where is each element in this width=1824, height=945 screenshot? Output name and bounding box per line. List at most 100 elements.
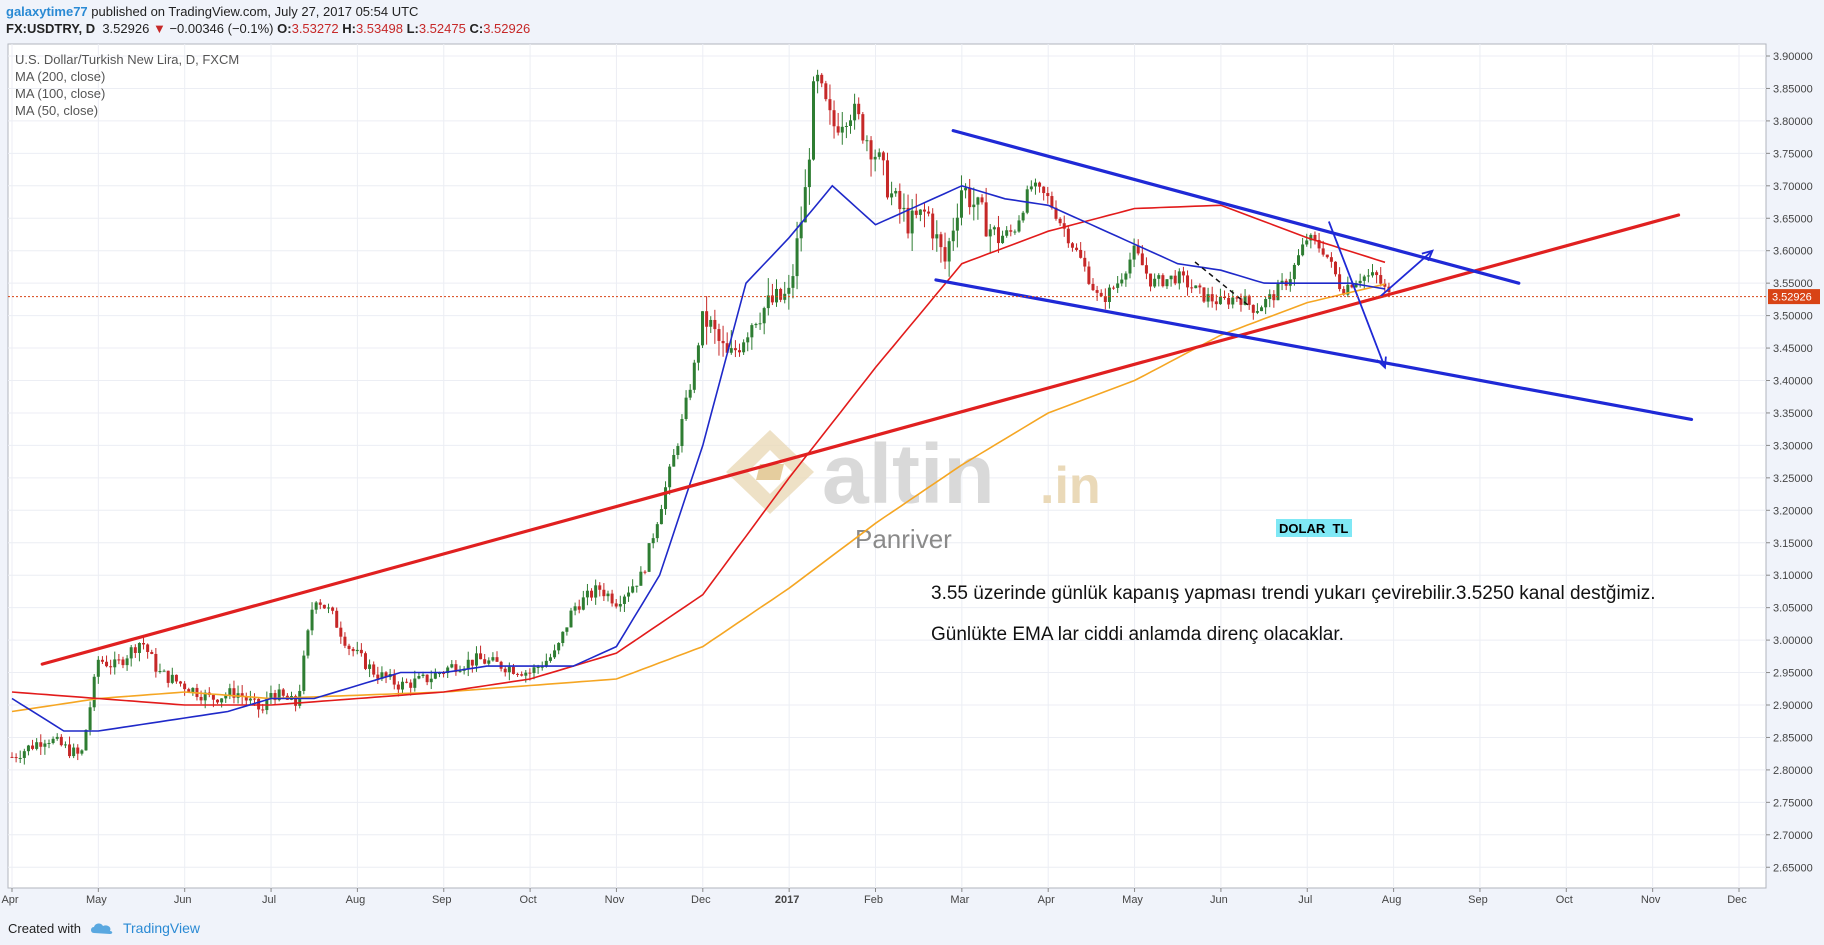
candle-body xyxy=(314,602,318,610)
candle-body xyxy=(1247,295,1251,305)
x-tick-label: Feb xyxy=(864,894,883,906)
candle-body xyxy=(1181,271,1185,276)
trendline-channel-lower[interactable] xyxy=(934,278,1694,422)
x-tick-label: May xyxy=(86,894,107,906)
candle-body xyxy=(376,674,380,679)
x-tick-label: Sep xyxy=(432,894,452,906)
dolar-tl-box xyxy=(1276,519,1352,537)
candle-body xyxy=(166,670,170,683)
candle-body xyxy=(1276,283,1280,301)
open-label: O: xyxy=(277,21,292,36)
candle-body xyxy=(516,673,520,675)
candle-body xyxy=(1342,289,1346,295)
tradingview-brand[interactable]: TradingView xyxy=(122,920,201,936)
candle-body xyxy=(331,607,335,611)
y-tick-label: 2.80000 xyxy=(1773,765,1813,777)
candle-body xyxy=(1280,280,1284,284)
low-label: L: xyxy=(406,21,419,36)
candle-body xyxy=(1107,287,1111,302)
candle-body xyxy=(676,446,680,455)
candle-body xyxy=(26,745,30,752)
candle-body xyxy=(187,689,191,693)
candle-body xyxy=(1362,276,1366,281)
candle-body xyxy=(162,670,166,672)
candle-body xyxy=(100,659,104,662)
candle-body xyxy=(548,657,552,661)
candle-body xyxy=(713,319,717,330)
y-tick-label: 2.65000 xyxy=(1773,862,1813,874)
candle-body xyxy=(577,606,581,610)
candle-body xyxy=(310,609,314,631)
candle-body xyxy=(35,742,39,749)
x-tick-label: Jun xyxy=(174,894,192,906)
candle-body xyxy=(890,193,894,198)
candle-body xyxy=(696,345,700,363)
candle-body xyxy=(59,736,63,746)
candle-body xyxy=(1054,207,1058,219)
candle-body xyxy=(1227,297,1231,305)
candle-body xyxy=(499,661,503,669)
candle-body xyxy=(746,337,750,343)
candle-body xyxy=(721,340,725,344)
author-link[interactable]: galaxytime77 xyxy=(6,4,88,19)
candle-body xyxy=(170,674,174,683)
candle-body xyxy=(618,603,622,607)
candle-body xyxy=(39,742,43,747)
down-arrow-icon: ▼ xyxy=(152,21,166,36)
x-tick-label: Jul xyxy=(262,894,276,906)
candle-body xyxy=(972,204,976,208)
candle-body xyxy=(84,729,88,751)
candle-body xyxy=(1066,228,1070,244)
candle-body xyxy=(992,227,996,230)
candle-body xyxy=(1202,287,1206,302)
candle-body xyxy=(47,743,51,745)
candle-body xyxy=(409,682,413,688)
candle-body xyxy=(417,676,421,679)
candle-body xyxy=(51,738,55,744)
candle-body xyxy=(1165,279,1169,287)
candle-body xyxy=(18,757,22,759)
candle-body xyxy=(1132,245,1136,260)
candle-body xyxy=(869,140,873,160)
y-tick-label: 3.50000 xyxy=(1773,311,1813,323)
candle-body xyxy=(1375,272,1379,276)
watermark-sub: Panriver xyxy=(855,524,952,554)
candle-body xyxy=(799,222,803,239)
candle-body xyxy=(425,674,429,683)
candle-body xyxy=(848,120,852,126)
candle-body xyxy=(281,689,285,696)
arrow-shaft xyxy=(1380,250,1434,297)
y-tick-label: 2.90000 xyxy=(1773,700,1813,712)
candle-body xyxy=(824,83,828,100)
candle-body xyxy=(532,667,536,674)
candle-body xyxy=(1058,218,1062,224)
candle-body xyxy=(392,674,396,685)
candle-body xyxy=(179,681,183,684)
candle-body xyxy=(935,234,939,239)
candle-body xyxy=(692,362,696,390)
x-tick-label: Sep xyxy=(1468,894,1488,906)
candle-body xyxy=(1112,287,1116,289)
candle-body xyxy=(446,667,450,674)
candle-body xyxy=(688,389,692,398)
candle-body xyxy=(766,295,770,309)
candle-body xyxy=(622,596,626,604)
legend-ma100: MA (100, close) xyxy=(15,86,105,101)
candle-body xyxy=(639,571,643,586)
y-axis: 3.90000 3.85000 3.80000 3.75000 3.70000 3.650… xyxy=(1766,51,1813,874)
candle-body xyxy=(914,210,918,215)
candle-body xyxy=(129,647,133,659)
candle-body xyxy=(1149,273,1153,287)
candle-body xyxy=(1255,311,1259,313)
candle-body xyxy=(943,247,947,262)
candle-body xyxy=(211,694,215,700)
candle-body xyxy=(717,329,721,341)
candle-body xyxy=(405,681,409,683)
candle-body xyxy=(1042,186,1046,194)
candle-body xyxy=(1017,220,1021,232)
price-tag-box xyxy=(1768,289,1820,305)
trendline-red-support[interactable] xyxy=(40,213,1681,666)
created-with-text: Created with xyxy=(8,920,81,936)
y-tick-label: 3.45000 xyxy=(1773,343,1813,355)
